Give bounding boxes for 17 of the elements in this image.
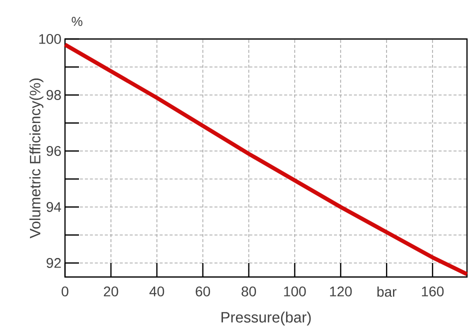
y-tick-label: 98: [46, 90, 61, 100]
x-tick-label: 160: [422, 286, 444, 296]
x-tick-label: 20: [104, 286, 118, 296]
y-tick-label: 100: [39, 34, 61, 44]
y-tick-label: 92: [46, 258, 61, 268]
y-tick-label: 94: [46, 202, 62, 212]
x-tick-label: bar: [377, 286, 396, 297]
x-tick-label: 40: [149, 286, 164, 296]
x-tick-label: 0: [62, 286, 68, 296]
x-tick-label: 120: [330, 286, 352, 296]
x-tick-label: 80: [242, 286, 256, 296]
y-axis-title: Volumetric Efficiency(%): [29, 78, 44, 238]
x-axis-title: Pressure(bar): [222, 312, 311, 326]
x-tick-label: 100: [284, 286, 306, 296]
x-tick-label: 60: [196, 286, 210, 296]
y-tick-label: 96: [46, 146, 61, 156]
text: %: [72, 16, 82, 26]
